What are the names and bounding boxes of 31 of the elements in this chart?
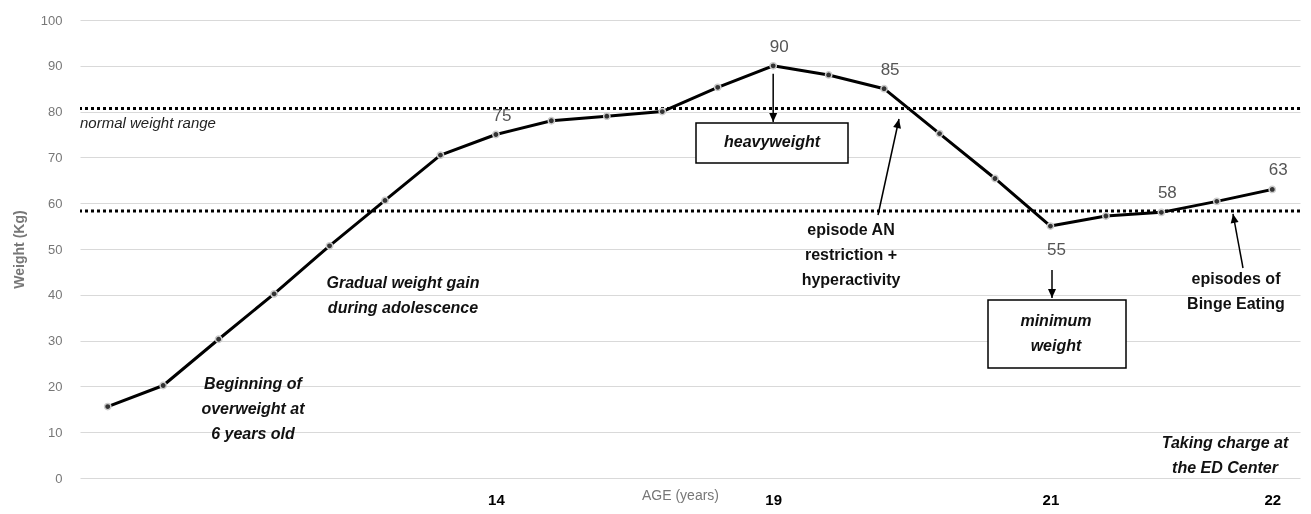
data-label: 63 <box>1268 160 1288 180</box>
x-tick-label: 14 <box>488 490 506 508</box>
annotation: episode AN restriction + hyperactivity <box>801 221 901 289</box>
annotation: Beginning of overweight at 6 years old <box>201 375 306 443</box>
y-tick-label: 50 <box>48 241 63 257</box>
data-label: 75 <box>492 105 512 125</box>
annotation: minimum weight <box>1020 312 1092 355</box>
y-tick-label: 10 <box>48 424 63 440</box>
x-tick-label: 22 <box>1264 490 1282 508</box>
y-tick-label: 40 <box>48 287 63 303</box>
y-tick-label: 30 <box>48 333 63 349</box>
data-label: 58 <box>1157 183 1177 203</box>
ref-line-label: normal weight range <box>80 114 216 132</box>
y-tick-label: 70 <box>48 149 63 165</box>
annotation: Taking charge at the ED Center <box>1161 434 1289 477</box>
x-tick-label: 19 <box>765 490 783 508</box>
y-axis-title: Weight (Kg) <box>10 210 27 289</box>
y-tick-label: 90 <box>48 58 63 74</box>
y-tick-label: 100 <box>40 12 63 28</box>
y-tick-label: 80 <box>48 104 63 120</box>
annotation: Gradual weight gain during adolescence <box>326 274 480 317</box>
annotation: heavyweight <box>723 133 821 151</box>
data-label: 85 <box>880 59 900 79</box>
annotation: episodes of Binge Eating <box>1187 270 1285 313</box>
data-label: 55 <box>1046 240 1066 260</box>
y-tick-label: 20 <box>48 378 63 394</box>
x-tick-label: 21 <box>1042 490 1060 508</box>
y-tick-label: 60 <box>48 195 63 211</box>
y-tick-label: 0 <box>55 470 63 486</box>
x-axis-title: AGE (years) <box>641 486 720 503</box>
data-label: 90 <box>769 36 789 56</box>
